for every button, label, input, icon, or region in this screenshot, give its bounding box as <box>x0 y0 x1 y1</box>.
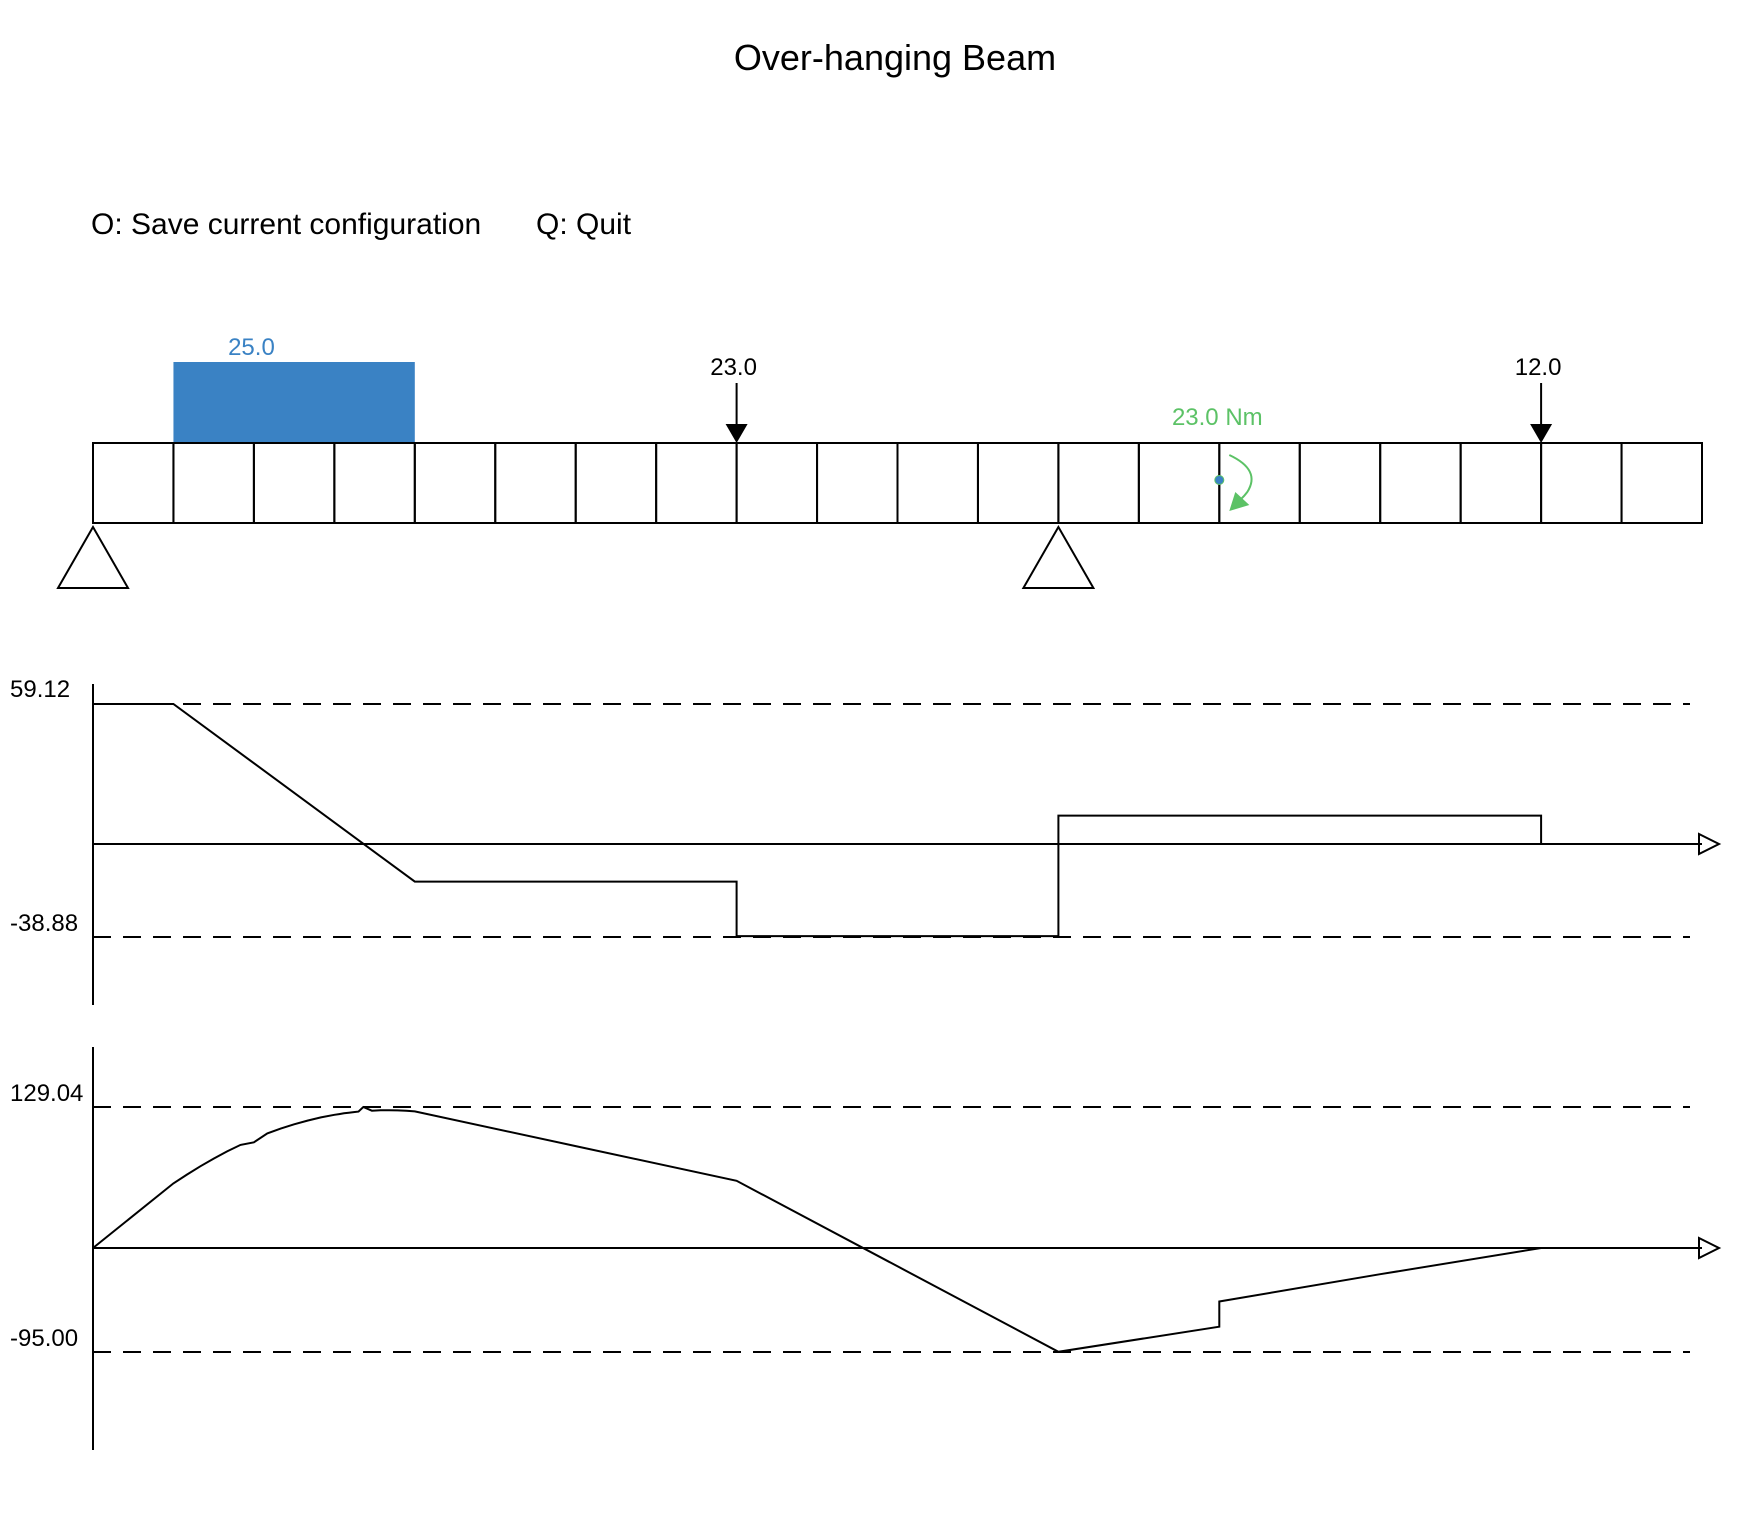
moment-load[interactable]: 23.0 Nm <box>1172 404 1263 511</box>
beam-segment <box>1459 442 1543 524</box>
point-loads: 23.0 12.0 <box>710 354 1561 443</box>
shear-force-diagram: 59.12 -38.88 <box>10 676 1722 1005</box>
moment-load-label: 23.0 Nm <box>1172 404 1263 431</box>
beam-segment <box>1137 442 1221 524</box>
shear-force-curve <box>93 703 1702 938</box>
point-load-label: 23.0 <box>710 354 757 381</box>
beam-segment <box>1620 442 1704 524</box>
moment-arrow-icon <box>1228 454 1253 504</box>
point-load-2[interactable]: 12.0 <box>1515 354 1562 443</box>
moment-min-label: -95.00 <box>10 1325 78 1352</box>
support-triangle-icon <box>56 524 130 589</box>
beam-segment <box>413 442 497 524</box>
beam-segment <box>252 442 336 524</box>
beam-segment <box>976 442 1060 524</box>
beam-segment <box>574 442 658 524</box>
distributed-load-bar[interactable] <box>173 362 415 443</box>
beam-segment <box>735 442 819 524</box>
beam-segment <box>1379 442 1462 524</box>
distributed-load-label: 25.0 <box>228 334 275 361</box>
beam-segment <box>1298 442 1382 524</box>
beam-view: 25.0 23.0 12.0 23.0 Nm <box>56 334 1704 589</box>
support-triangle-icon <box>1021 524 1096 589</box>
beam-segments[interactable] <box>92 442 1704 524</box>
shear-min-label: -38.88 <box>10 910 78 937</box>
menu-bar: O: Save current configuration Q: Quit <box>91 208 632 241</box>
shear-max-label: 59.12 <box>10 676 70 703</box>
point-load-label: 12.0 <box>1515 354 1562 381</box>
beam-segment <box>896 442 979 524</box>
point-load-arrowhead <box>1530 424 1553 443</box>
beam-segment <box>1540 442 1623 524</box>
supports <box>56 524 1096 589</box>
save-configuration-command[interactable]: O: Save current configuration <box>91 208 481 241</box>
moment-arrowhead-icon <box>1229 492 1250 511</box>
beam-segment <box>655 442 738 524</box>
bending-moment-curve <box>92 1105 1702 1353</box>
beam-segment <box>172 442 255 524</box>
beam-segment <box>92 442 175 524</box>
beam-segment <box>816 442 899 524</box>
beam-segment <box>333 442 416 524</box>
point-load-arrowhead <box>725 424 748 443</box>
point-load-1[interactable]: 23.0 <box>710 354 757 443</box>
window-title: Over-hanging Beam <box>734 37 1056 78</box>
beam-segment <box>1057 442 1140 524</box>
moment-max-label: 129.04 <box>10 1080 83 1107</box>
beam-segment <box>494 442 577 524</box>
moment-anchor-point[interactable] <box>1214 475 1225 485</box>
quit-command[interactable]: Q: Quit <box>536 208 632 241</box>
bending-moment-diagram: 129.04 -95.00 <box>10 1047 1722 1450</box>
